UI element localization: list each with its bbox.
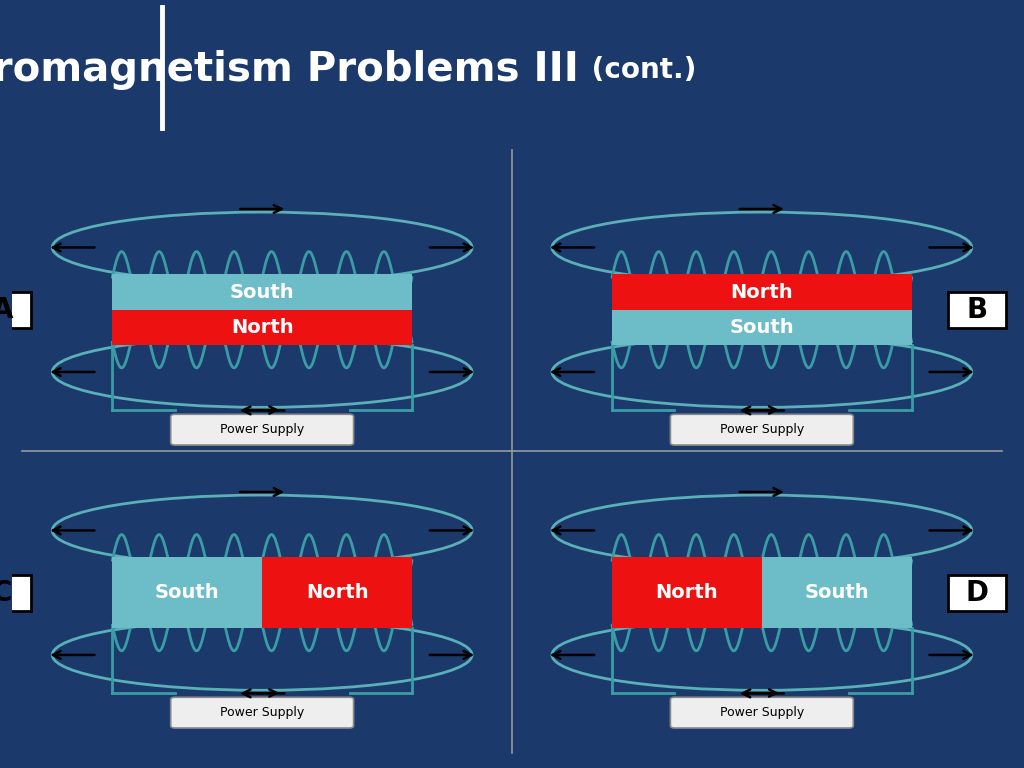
FancyBboxPatch shape	[0, 575, 32, 611]
FancyBboxPatch shape	[948, 575, 1006, 611]
Bar	[612, 558, 762, 628]
Text: North: North	[230, 318, 294, 337]
Text: C: C	[0, 579, 12, 607]
Text: Power Supply: Power Supply	[220, 706, 304, 719]
Bar	[612, 310, 911, 345]
Text: North: North	[730, 283, 794, 302]
FancyBboxPatch shape	[171, 697, 353, 728]
FancyBboxPatch shape	[171, 414, 353, 445]
Bar	[113, 274, 412, 310]
Text: A: A	[0, 296, 13, 323]
FancyBboxPatch shape	[948, 292, 1006, 327]
Text: North: North	[306, 583, 369, 602]
Text: Power Supply: Power Supply	[220, 423, 304, 436]
Bar	[113, 558, 262, 628]
Bar	[762, 558, 911, 628]
FancyBboxPatch shape	[0, 292, 32, 327]
Text: Power Supply: Power Supply	[720, 706, 804, 719]
Text: South: South	[155, 583, 219, 602]
Text: Power Supply: Power Supply	[720, 423, 804, 436]
Bar	[113, 310, 412, 345]
Text: South: South	[229, 283, 295, 302]
Text: South: South	[729, 318, 795, 337]
Text: Electromagnetism Problems III: Electromagnetism Problems III	[0, 50, 579, 90]
Text: (cont.): (cont.)	[582, 56, 696, 84]
Bar	[612, 274, 911, 310]
Bar	[262, 558, 412, 628]
Text: B: B	[967, 296, 987, 323]
Text: D: D	[966, 579, 988, 607]
Text: South: South	[805, 583, 869, 602]
FancyBboxPatch shape	[671, 697, 853, 728]
FancyBboxPatch shape	[671, 414, 853, 445]
Text: North: North	[655, 583, 718, 602]
